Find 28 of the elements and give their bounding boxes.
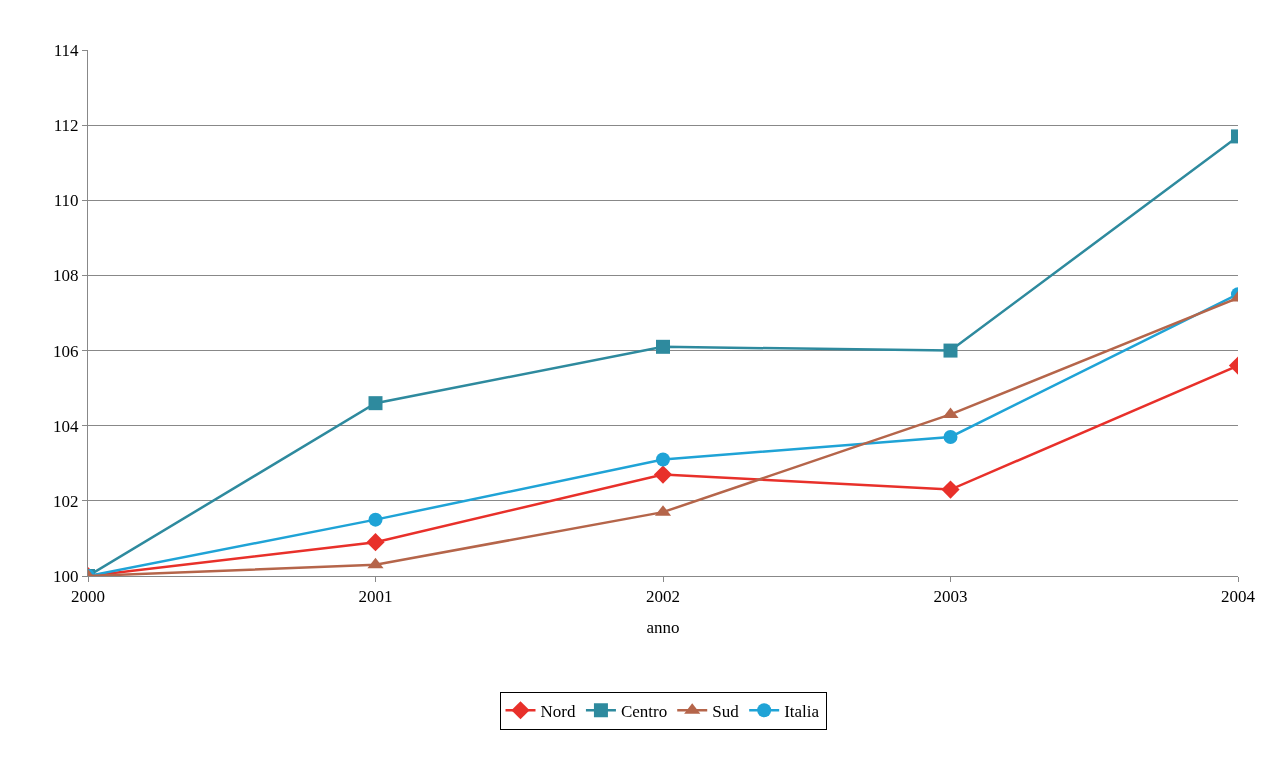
y-tick-label: 102 (53, 491, 79, 511)
point (368, 512, 383, 527)
point (656, 339, 670, 354)
x-tick-label: 2004 (1221, 587, 1256, 607)
legend-label: Sud (712, 701, 740, 721)
point (656, 452, 670, 467)
point (653, 465, 673, 484)
point (368, 396, 383, 411)
point (943, 343, 958, 358)
x-tick-label: 2000 (71, 587, 105, 607)
point (367, 557, 384, 569)
legend-label: Centro (620, 701, 668, 721)
x-axis-title: anno (646, 617, 680, 637)
y-tick-label: 100 (53, 566, 79, 586)
point (366, 533, 385, 552)
y-tick-label: 104 (53, 416, 80, 436)
y-tick-label: 112 (53, 116, 79, 136)
y-tick-label: 110 (53, 191, 79, 211)
x-tick-label: 2001 (358, 587, 393, 607)
y-tick-label: 108 (53, 266, 79, 286)
legend-label: Nord (540, 701, 576, 721)
y-tick-label: 114 (53, 40, 80, 60)
y-tick-label: 106 (53, 341, 79, 361)
point (943, 429, 958, 444)
legend-label: Italia (784, 701, 820, 721)
x-tick-label: 2002 (646, 587, 680, 607)
point (941, 480, 960, 499)
x-tick-label: 2003 (933, 587, 968, 607)
